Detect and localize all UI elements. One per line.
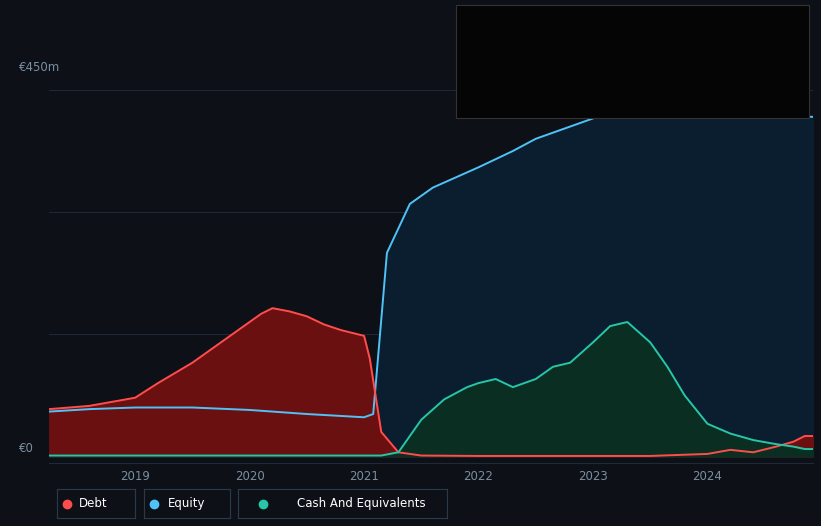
Text: Debt/Equity Ratio: Debt/Equity Ratio xyxy=(640,79,744,92)
FancyBboxPatch shape xyxy=(456,5,809,118)
Text: Debt: Debt xyxy=(80,497,108,510)
Text: €0: €0 xyxy=(19,442,34,455)
Text: Equity: Equity xyxy=(167,497,205,510)
Text: €9.110m: €9.110m xyxy=(615,103,672,116)
Text: €450m: €450m xyxy=(19,60,60,74)
Text: Cash And Equivalents: Cash And Equivalents xyxy=(474,103,602,116)
Text: Cash And Equivalents: Cash And Equivalents xyxy=(296,497,425,510)
Text: 6.1%: 6.1% xyxy=(615,79,647,92)
Text: Debt: Debt xyxy=(474,38,502,52)
Text: Equity: Equity xyxy=(474,63,511,76)
Text: €25.316m: €25.316m xyxy=(615,38,681,52)
Text: Sep 30 2024: Sep 30 2024 xyxy=(474,14,561,26)
Text: €417.333m: €417.333m xyxy=(615,63,688,76)
